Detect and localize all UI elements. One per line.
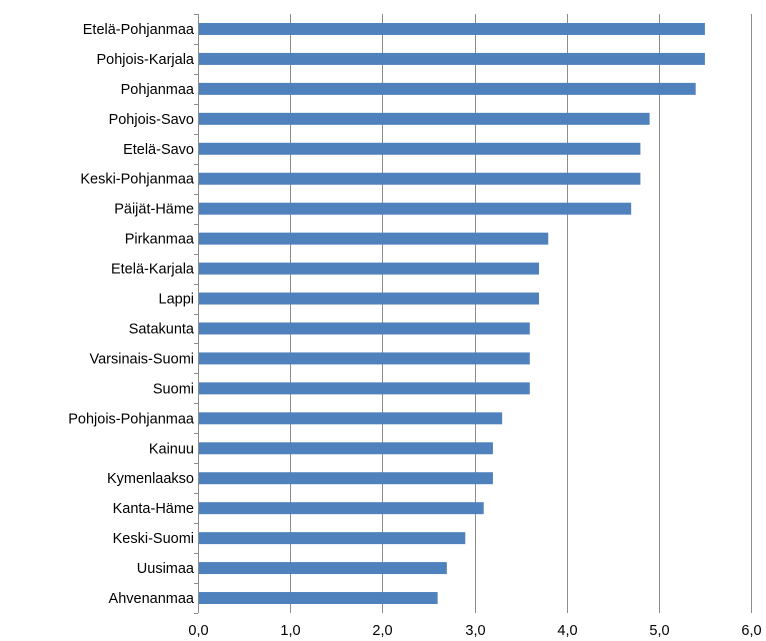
category-label: Päijät-Häme	[114, 202, 194, 218]
bar-layer	[199, 22, 705, 605]
bar	[199, 472, 493, 485]
x-tick-label: 1,0	[280, 623, 300, 639]
bar	[199, 232, 549, 245]
category-label: Kymenlaakso	[107, 471, 194, 487]
bar	[199, 82, 696, 95]
bar	[199, 52, 705, 65]
bar	[199, 322, 530, 335]
x-tick-label: 4,0	[557, 623, 577, 639]
category-label: Uusimaa	[137, 561, 195, 577]
bar	[199, 292, 540, 305]
x-tick-label: 5,0	[649, 623, 669, 639]
bar	[199, 202, 632, 215]
category-label: Ahvenanmaa	[109, 591, 195, 607]
category-labels: Etelä-Pohjanmaa Pohjois-Karjala Pohjanmaa P…	[68, 22, 195, 607]
x-tick-labels: 0,0 1,0 2,0 3,0 4,0 5,0 6,0	[188, 623, 761, 639]
category-label: Pohjois-Karjala	[96, 52, 194, 68]
category-label: Pohjois-Pohjanmaa	[68, 411, 195, 427]
bar	[199, 442, 493, 455]
category-label: Pohjois-Savo	[109, 112, 194, 128]
category-label: Varsinais-Suomi	[90, 351, 195, 367]
bar	[199, 22, 705, 35]
category-label: Pirkanmaa	[125, 232, 195, 248]
x-tick-label: 2,0	[372, 623, 392, 639]
bar	[199, 592, 438, 605]
bar	[199, 112, 650, 125]
category-label: Keski-Suomi	[113, 531, 194, 547]
category-label: Etelä-Karjala	[111, 262, 195, 278]
category-label: Suomi	[153, 381, 194, 397]
bar	[199, 262, 540, 275]
bar	[199, 502, 484, 515]
category-label: Lappi	[159, 292, 194, 308]
bar	[199, 352, 530, 365]
bar	[199, 382, 530, 395]
x-tick-label: 6,0	[741, 623, 761, 639]
bar	[199, 562, 447, 575]
bar	[199, 172, 641, 185]
category-label: Pohjanmaa	[121, 82, 195, 98]
category-label: Keski-Pohjanmaa	[80, 172, 195, 188]
bar	[199, 532, 466, 545]
category-label: Etelä-Savo	[123, 142, 194, 158]
category-label: Etelä-Pohjanmaa	[83, 22, 195, 38]
category-label: Satakunta	[129, 321, 195, 337]
bar	[199, 412, 503, 425]
x-tick-label: 3,0	[465, 623, 485, 639]
grid-layer	[194, 14, 752, 614]
bar	[199, 142, 641, 155]
category-label: Kanta-Häme	[113, 501, 194, 517]
x-tick-label: 0,0	[188, 623, 208, 639]
category-label: Kainuu	[149, 441, 194, 457]
